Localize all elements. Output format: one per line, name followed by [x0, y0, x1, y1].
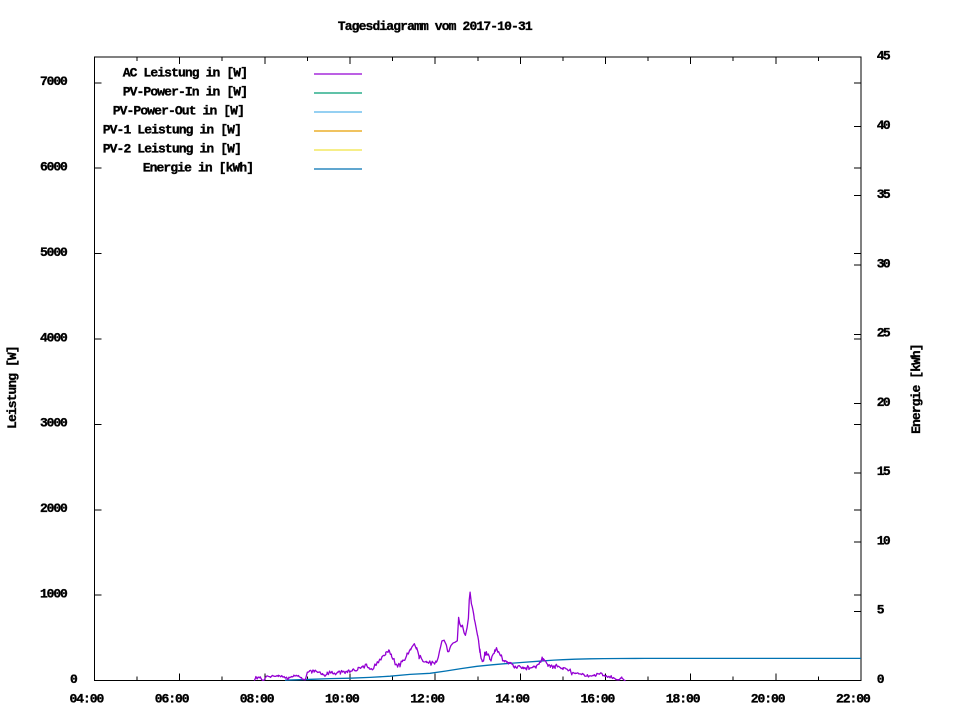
svg-text:PV-Power-In in [W]: PV-Power-In in [W] [123, 85, 248, 100]
svg-text:16:00: 16:00 [581, 691, 616, 706]
svg-text:30: 30 [877, 256, 891, 271]
svg-text:2000: 2000 [40, 501, 68, 516]
svg-text:Tagesdiagramm vom 2017-10-31: Tagesdiagramm vom 2017-10-31 [338, 19, 533, 34]
svg-text:PV-2 Leistung in [W]: PV-2 Leistung in [W] [103, 142, 242, 157]
svg-text:20: 20 [877, 395, 891, 410]
svg-text:40: 40 [877, 118, 891, 133]
svg-text:12:00: 12:00 [410, 691, 445, 706]
svg-text:22:00: 22:00 [836, 691, 871, 706]
svg-text:45: 45 [877, 49, 891, 64]
svg-text:AC Leistung in [W]: AC Leistung in [W] [123, 66, 248, 81]
svg-text:3000: 3000 [40, 416, 68, 431]
svg-text:0: 0 [877, 672, 885, 687]
svg-text:5000: 5000 [40, 245, 68, 260]
svg-text:10:00: 10:00 [325, 691, 360, 706]
svg-text:04:00: 04:00 [70, 691, 105, 706]
svg-text:Energie [kWh]: Energie [kWh] [909, 343, 924, 434]
svg-text:0: 0 [70, 672, 78, 687]
svg-text:PV-Power-Out in [W]: PV-Power-Out in [W] [113, 104, 245, 119]
svg-text:1000: 1000 [40, 587, 68, 602]
svg-text:4000: 4000 [40, 330, 68, 345]
svg-text:6000: 6000 [40, 160, 68, 175]
svg-text:10: 10 [877, 533, 891, 548]
svg-text:35: 35 [877, 187, 891, 202]
svg-text:PV-1 Leistung in [W]: PV-1 Leistung in [W] [103, 123, 242, 138]
svg-text:Leistung [W]: Leistung [W] [5, 345, 20, 429]
svg-text:06:00: 06:00 [155, 691, 190, 706]
svg-text:15: 15 [877, 464, 891, 479]
svg-text:5: 5 [877, 603, 885, 618]
svg-text:25: 25 [877, 326, 891, 341]
svg-text:Energie in [kWh]: Energie in [kWh] [143, 161, 254, 176]
svg-text:14:00: 14:00 [495, 691, 530, 706]
svg-text:20:00: 20:00 [751, 691, 786, 706]
svg-text:7000: 7000 [40, 74, 68, 89]
svg-text:08:00: 08:00 [240, 691, 275, 706]
svg-text:18:00: 18:00 [666, 691, 701, 706]
